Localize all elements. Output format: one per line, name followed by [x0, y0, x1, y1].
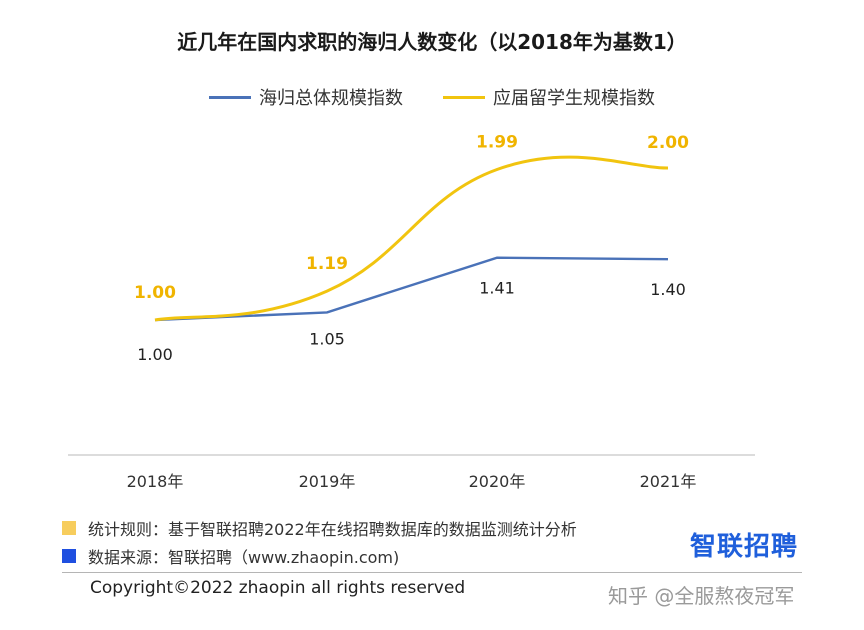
x-tick-label: 2020年: [469, 472, 526, 491]
chart-legend: 海归总体规模指数 应届留学生规模指数: [0, 84, 864, 110]
legend-item-graduates: 应届留学生规模指数: [443, 84, 655, 110]
series-line-graduates: [154, 155, 669, 322]
note-rule-text: 统计规则：基于智联招聘2022年在线招聘数据库的数据监测统计分析: [88, 520, 577, 539]
chart-title: 近几年在国内求职的海归人数变化（以2018年为基数1）: [177, 30, 687, 54]
data-label-overall: 1.05: [309, 329, 345, 348]
note-source-text: 数据来源：智联招聘（www.zhaopin.com): [88, 548, 400, 567]
footer-divider: [62, 572, 802, 573]
x-tick-label: 2018年: [127, 472, 184, 491]
legend-label-graduates: 应届留学生规模指数: [493, 88, 655, 109]
data-label-graduates: 1.00: [134, 283, 176, 303]
data-label-graduates: 2.00: [647, 133, 689, 153]
x-tick-label: 2021年: [640, 472, 697, 491]
data-label-overall: 1.41: [479, 279, 515, 298]
legend-line-blue: [209, 95, 251, 99]
zhihu-watermark: 知乎 @全服熬夜冠军: [608, 584, 795, 608]
note-square-yellow: [62, 521, 76, 535]
data-label-graduates: 1.19: [306, 254, 348, 274]
legend-line-yellow: [443, 95, 485, 99]
note-statistics-rule: 统计规则：基于智联招聘2022年在线招聘数据库的数据监测统计分析: [62, 516, 577, 540]
data-label-graduates: 1.99: [476, 133, 518, 153]
copyright-text: Copyright©2022 zhaopin all rights reserv…: [90, 578, 466, 598]
zhaopin-logo: 智联招聘: [690, 532, 799, 562]
data-label-overall: 1.40: [650, 280, 686, 299]
line-chart: 2018年 2019年 2020年 2021年 1.00 1.05 1.41 1.40 1.00…: [68, 133, 755, 491]
legend-label-overall: 海归总体规模指数: [259, 88, 403, 109]
note-square-blue: [62, 549, 76, 563]
x-tick-label: 2019年: [299, 472, 356, 491]
data-label-overall: 1.00: [137, 345, 173, 364]
legend-item-overall: 海归总体规模指数: [209, 84, 403, 110]
series-line-overall: [154, 256, 669, 322]
note-data-source: 数据来源：智联招聘（www.zhaopin.com): [62, 544, 399, 568]
